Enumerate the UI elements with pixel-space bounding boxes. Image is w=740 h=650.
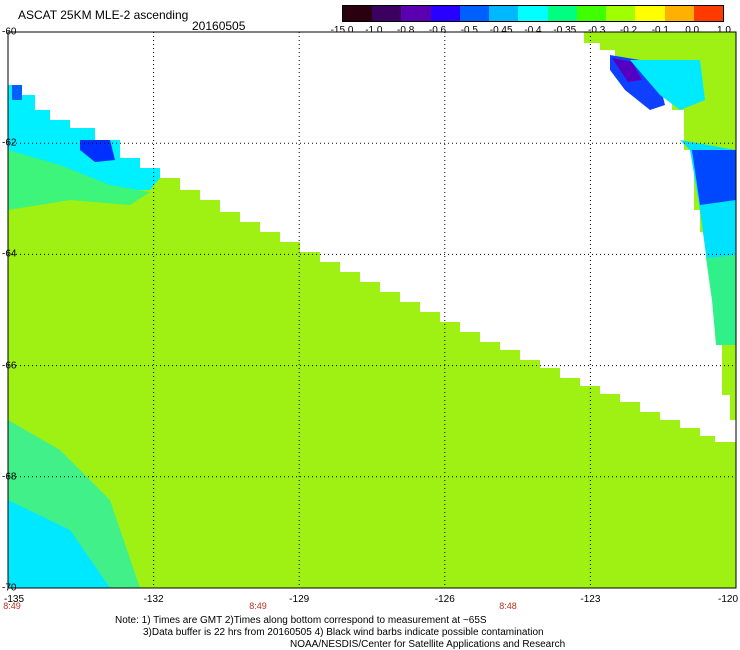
colorbar-label: 1.0: [717, 25, 731, 36]
colorbar-label: -0.2: [619, 25, 638, 36]
product-title: ASCAT 25KM MLE-2 ascending: [18, 8, 189, 22]
time-label: 8:49: [3, 601, 21, 611]
colorbar-label: -0.8: [397, 25, 415, 36]
edge-blue-1: [80, 140, 115, 162]
colorbar-label: -0.1: [651, 25, 669, 36]
right-blue-2: [692, 150, 736, 205]
lat-label: -66: [2, 360, 17, 372]
colorbar-swatch: [606, 6, 636, 21]
swath-right: [584, 32, 736, 420]
colorbar-swatch: [459, 6, 490, 21]
note-line-2: 3)Data buffer is 22 hrs from 20160505 4)…: [143, 627, 544, 638]
right-cyan: [630, 60, 705, 110]
note-line-1: Note: 1) Times are GMT 2)Times along bot…: [115, 615, 487, 626]
swath-main: [8, 85, 736, 588]
colorbar-label: -1.0: [365, 25, 383, 36]
colorbar-swatch: [693, 6, 724, 21]
colorbar-swatch: [401, 6, 431, 21]
lat-label: -62: [2, 137, 17, 149]
lon-label: -126: [434, 594, 455, 605]
colorbar: [342, 5, 724, 22]
right-green: [706, 255, 736, 345]
colorbar-labels: -15.0 -1.0 -0.8 -0.6 -0.5 -0.45 -0.4 -0.35 -0.3 -…: [330, 25, 736, 37]
colorbar-swatch: [343, 6, 373, 21]
colorbar-swatch: [430, 6, 460, 21]
lat-label: -64: [2, 248, 17, 260]
colorbar-label: -15.0: [330, 25, 354, 36]
edge-green-1: [8, 150, 150, 210]
colorbar-label: -0.5: [460, 25, 478, 36]
time-label: 8:49: [249, 601, 267, 611]
lon-label: -132: [143, 594, 164, 605]
time-label: 8:48: [499, 601, 517, 611]
colorbar-swatch: [518, 6, 548, 21]
colorbar-label: -0.4: [524, 25, 542, 36]
map-border: [7, 31, 737, 589]
colorbar-swatch: [635, 6, 665, 21]
colorbar-swatch: [576, 6, 607, 21]
note-line-3: NOAA/NESDIS/Center for Satellite Applica…: [290, 639, 566, 650]
bottom-green: [8, 420, 140, 588]
colorbar-label: -0.6: [428, 25, 447, 36]
colorbar-label: 0.0: [685, 25, 700, 36]
right-purple: [612, 58, 642, 82]
edge-blue-2: [12, 85, 22, 100]
colorbar-label: -0.35: [553, 25, 577, 36]
colorbar-label: -0.45: [489, 25, 513, 36]
colorbar-swatch: [489, 6, 519, 21]
lon-label: -123: [580, 594, 601, 605]
lat-label: -68: [2, 471, 17, 483]
lat-label: -70: [2, 582, 17, 594]
lon-label: -129: [289, 594, 310, 605]
product-date: 20160505: [192, 19, 246, 33]
colorbar-swatch: [664, 6, 694, 21]
lon-label: -135: [3, 594, 25, 605]
lon-label: -120: [717, 594, 739, 605]
data-swath: [8, 32, 736, 588]
colorbar-swatch: [547, 6, 577, 21]
lat-label: -60: [2, 26, 17, 38]
colorbar-label: -0.3: [588, 25, 606, 36]
colorbar-swatch: [372, 6, 402, 21]
